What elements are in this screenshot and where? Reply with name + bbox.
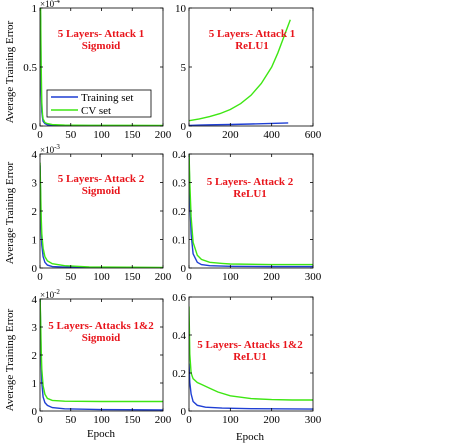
series-line-cv [40, 299, 163, 403]
panel-title: 5 Layers- Attack 1 [58, 28, 144, 40]
panel-title: 5 Layers- Attacks 1&2 [48, 320, 154, 332]
x-tick-label: 200 [155, 129, 172, 141]
x-tick-label: 100 [93, 129, 110, 141]
y-tick-label: 0.3 [172, 178, 186, 190]
x-tick-label: 0 [186, 271, 192, 283]
y-tick-label: 0 [32, 406, 38, 418]
legend-cv-label: CV set [81, 105, 111, 117]
ylabel-row3: Average Training Error [4, 308, 16, 411]
y-tick-label: 1 [32, 3, 38, 15]
y-tick-label: 2 [32, 350, 38, 362]
x-tick-label: 300 [305, 271, 322, 283]
y-tick-label: 10 [175, 3, 187, 15]
y-tick-label: 0.6 [172, 292, 186, 304]
y-tick-label: 4 [32, 294, 38, 306]
y-tick-label: 0 [32, 263, 38, 275]
x-tick-label: 200 [155, 414, 172, 426]
axes-frame [188, 7, 314, 127]
panel-subtitle: Sigmoid [82, 40, 121, 52]
axes-frame [39, 153, 164, 269]
x-tick-label: 200 [222, 129, 239, 141]
panel-subtitle: ReLU1 [235, 40, 269, 52]
x-tick-label: 300 [305, 414, 322, 426]
series-line-training [40, 299, 163, 411]
y-exponent-label: ×10-2 [40, 288, 60, 300]
y-tick-label: 0.1 [172, 235, 186, 247]
series-line-cv [189, 19, 291, 122]
y-tick-label: 5 [181, 62, 187, 74]
x-tick-label: 600 [305, 129, 322, 141]
legend-training-label: Training set [81, 92, 133, 104]
y-tick-label: 0.4 [172, 149, 186, 161]
series-line-cv [189, 154, 313, 266]
xlabel-right: Epoch [236, 431, 265, 443]
axes-frame [188, 296, 314, 412]
ylabel-row1: Average Training Error [4, 20, 16, 123]
x-tick-label: 50 [65, 129, 77, 141]
y-tick-label: 0.2 [172, 368, 186, 380]
x-tick-label: 150 [124, 271, 141, 283]
subplot-3: 0 50 100 150 200 0 1 2 3 4 ×10-3 5 Layers- Attack 2… [32, 143, 172, 283]
subplot-1: 0 50 100 150 200 0 0.5 1 ×10-4 5 Layers- Attack 1… [23, 0, 172, 141]
panel-title: 5 Layers- Attacks 1&2 [197, 339, 303, 351]
x-tick-label: 200 [155, 271, 172, 283]
series-line-training [189, 363, 313, 410]
x-tick-label: 100 [93, 271, 110, 283]
x-tick-label: 150 [124, 414, 141, 426]
subplot-6: 0 100 200 300 0 0.2 0.4 0.6 5 Layers- Attacks 1&… [172, 292, 322, 426]
x-tick-label: 50 [65, 414, 77, 426]
series-line-training [189, 122, 289, 126]
x-tick-label: 200 [263, 271, 280, 283]
panel-subtitle: ReLU1 [233, 188, 267, 200]
legend-box [46, 89, 152, 118]
y-tick-label: 0.5 [23, 62, 37, 74]
x-tick-label: 100 [222, 271, 239, 283]
y-tick-label: 0 [32, 121, 38, 133]
x-tick-label: 150 [124, 129, 141, 141]
y-tick-label: 2 [32, 206, 38, 218]
y-tick-label: 0 [181, 263, 187, 275]
x-tick-label: 50 [65, 271, 77, 283]
x-tick-label: 0 [37, 414, 43, 426]
y-tick-label: 0.4 [172, 330, 186, 342]
y-tick-label: 3 [32, 322, 38, 334]
y-tick-label: 0 [181, 121, 187, 133]
x-tick-label: 0 [37, 271, 43, 283]
y-tick-label: 1 [32, 235, 38, 247]
panel-title: 5 Layers- Attack 2 [58, 173, 145, 185]
panel-title: 5 Layers- Attack 1 [209, 28, 295, 40]
y-tick-label: 0 [181, 406, 187, 418]
panel-subtitle: Sigmoid [82, 332, 121, 344]
y-tick-label: 1 [32, 378, 38, 390]
y-exponent-label: ×10-4 [40, 0, 60, 9]
panel-subtitle: ReLU1 [233, 351, 267, 363]
xlabel-left: Epoch [87, 428, 116, 440]
subplot-5: 0 50 100 150 200 0 1 2 3 4 ×10-2 5 Layers- Attacks … [32, 288, 172, 426]
legend: Training set CV set [46, 89, 152, 118]
x-tick-label: 400 [263, 129, 280, 141]
y-tick-label: 4 [32, 149, 38, 161]
y-exponent-label: ×10-3 [40, 143, 60, 155]
axes-frame [39, 298, 164, 412]
panel-subtitle: Sigmoid [82, 185, 121, 197]
panel-title: 5 Layers- Attack 2 [207, 176, 294, 188]
axes-frame [188, 153, 314, 269]
x-tick-label: 200 [263, 414, 280, 426]
x-tick-label: 100 [222, 414, 239, 426]
x-tick-label: 100 [93, 414, 110, 426]
series-line-cv [40, 162, 163, 268]
y-tick-label: 0.2 [172, 206, 186, 218]
y-tick-label: 3 [32, 178, 38, 190]
x-tick-label: 0 [186, 414, 192, 426]
x-tick-label: 0 [186, 129, 192, 141]
x-tick-label: 0 [37, 129, 43, 141]
ylabel-row2: Average Training Error [4, 161, 16, 264]
series-line-training [189, 154, 313, 268]
subplot-4: 0 100 200 300 0 0.1 0.2 0.3 0.4 5 Layers- Attack … [172, 149, 322, 283]
series-line-cv [40, 8, 163, 126]
